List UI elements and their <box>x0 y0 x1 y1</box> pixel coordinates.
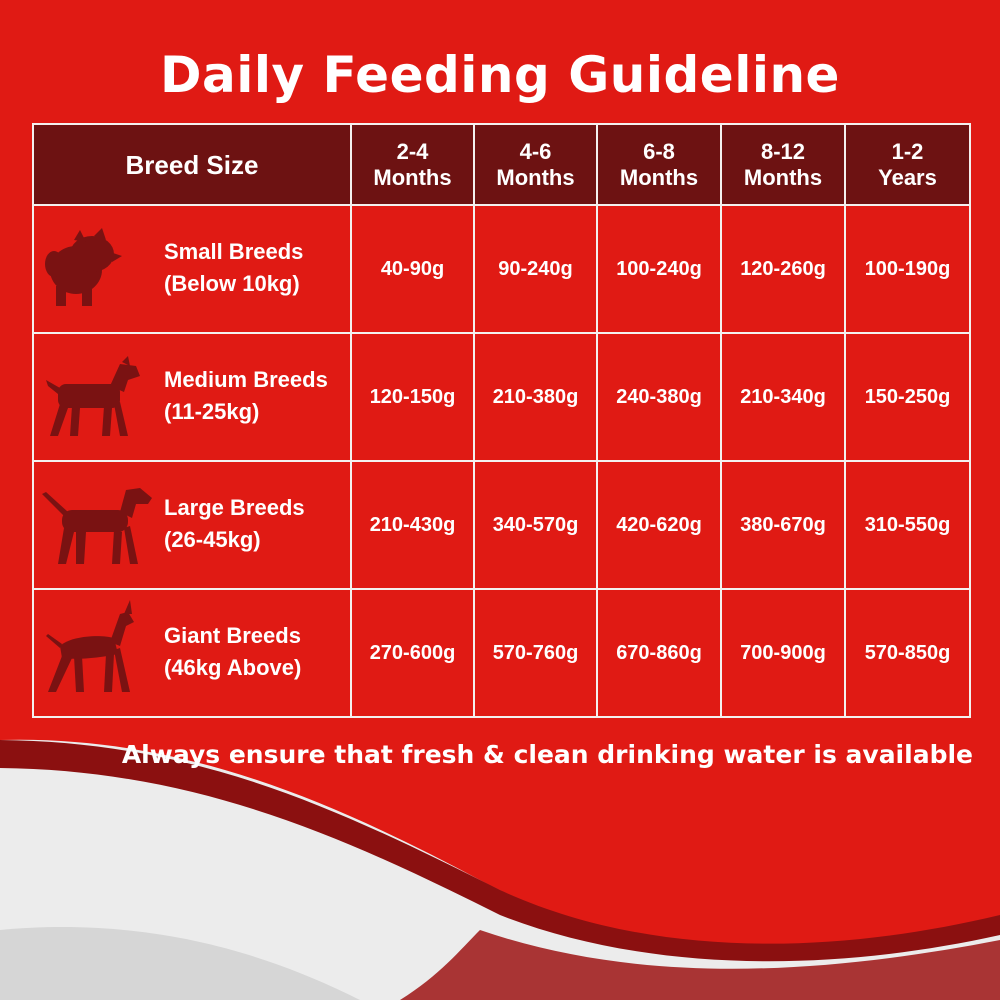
giant-dog-icon <box>46 600 134 692</box>
header-label: 1-2 <box>891 138 924 164</box>
header-unit: Years <box>878 164 937 190</box>
header-8-12-months: 8-12 Months <box>720 123 846 206</box>
value-cell: 700-900g <box>720 588 846 718</box>
value-cell: 270-600g <box>350 588 475 718</box>
header-row: Breed Size 2-4 Months 4-6 Months 6-8 Months… <box>32 123 971 206</box>
medium-dog-icon <box>46 356 140 436</box>
header-unit: Months <box>373 164 452 190</box>
value-cell: 570-760g <box>473 588 598 718</box>
header-2-4-months: 2-4 Months <box>350 123 475 206</box>
breed-label: Medium Breeds (11-25kg) <box>164 364 328 428</box>
breed-name: Small Breeds <box>164 239 304 264</box>
header-1-2-years: 1-2 Years <box>844 123 971 206</box>
table-row: Medium Breeds (11-25kg) 120-150g 210-380g… <box>32 332 971 462</box>
header-unit: Months <box>743 164 823 190</box>
value-cell: 40-90g <box>350 204 475 334</box>
value-cell: 120-150g <box>350 332 475 462</box>
breed-cell-medium: Medium Breeds (11-25kg) <box>32 332 352 462</box>
table-row: Giant Breeds (46kg Above) 270-600g 570-76… <box>32 588 971 718</box>
breed-label: Small Breeds (Below 10kg) <box>164 236 303 300</box>
value-cell: 420-620g <box>596 460 722 590</box>
header-4-6-months: 4-6 Months <box>473 123 598 206</box>
breed-label: Large Breeds (26-45kg) <box>164 492 305 556</box>
breed-weight: (26-45kg) <box>164 527 261 552</box>
header-label: 8-12 <box>760 138 806 164</box>
table-row: Large Breeds (26-45kg) 210-430g 340-570g … <box>32 460 971 590</box>
value-cell: 340-570g <box>473 460 598 590</box>
breed-name: Large Breeds <box>164 495 305 520</box>
breed-cell-large: Large Breeds (26-45kg) <box>32 460 352 590</box>
small-dog-icon <box>45 228 122 306</box>
header-label: 2-4 <box>396 138 429 164</box>
table-row: Small Breeds (Below 10kg) 40-90g 90-240g … <box>32 204 971 334</box>
value-cell: 210-380g <box>473 332 598 462</box>
footnote: Always ensure that fresh & clean drinkin… <box>121 740 973 769</box>
large-dog-icon <box>42 488 152 564</box>
header-6-8-months: 6-8 Months <box>596 123 722 206</box>
value-cell: 670-860g <box>596 588 722 718</box>
breed-cell-giant: Giant Breeds (46kg Above) <box>32 588 352 718</box>
header-unit: Months <box>619 164 699 190</box>
breed-cell-small: Small Breeds (Below 10kg) <box>32 204 352 334</box>
value-cell: 210-430g <box>350 460 475 590</box>
value-cell: 570-850g <box>844 588 971 718</box>
breed-name: Medium Breeds <box>164 367 328 392</box>
breed-label: Giant Breeds (46kg Above) <box>164 620 301 684</box>
breed-weight: (Below 10kg) <box>164 271 300 296</box>
value-cell: 150-250g <box>844 332 971 462</box>
page-title: Daily Feeding Guideline <box>160 46 840 104</box>
feeding-table: Breed Size 2-4 Months 4-6 Months 6-8 Months… <box>32 123 971 718</box>
value-cell: 90-240g <box>473 204 598 334</box>
header-label: 4-6 <box>519 138 552 164</box>
value-cell: 210-340g <box>720 332 846 462</box>
value-cell: 240-380g <box>596 332 722 462</box>
value-cell: 100-240g <box>596 204 722 334</box>
value-cell: 380-670g <box>720 460 846 590</box>
breed-weight: (46kg Above) <box>164 655 302 680</box>
breed-weight: (11-25kg) <box>164 399 260 424</box>
header-breed-size: Breed Size <box>32 123 352 206</box>
value-cell: 100-190g <box>844 204 971 334</box>
header-unit: Months <box>496 164 575 190</box>
breed-name: Giant Breeds <box>164 623 301 648</box>
value-cell: 120-260g <box>720 204 846 334</box>
value-cell: 310-550g <box>844 460 971 590</box>
header-label: 6-8 <box>643 138 675 164</box>
